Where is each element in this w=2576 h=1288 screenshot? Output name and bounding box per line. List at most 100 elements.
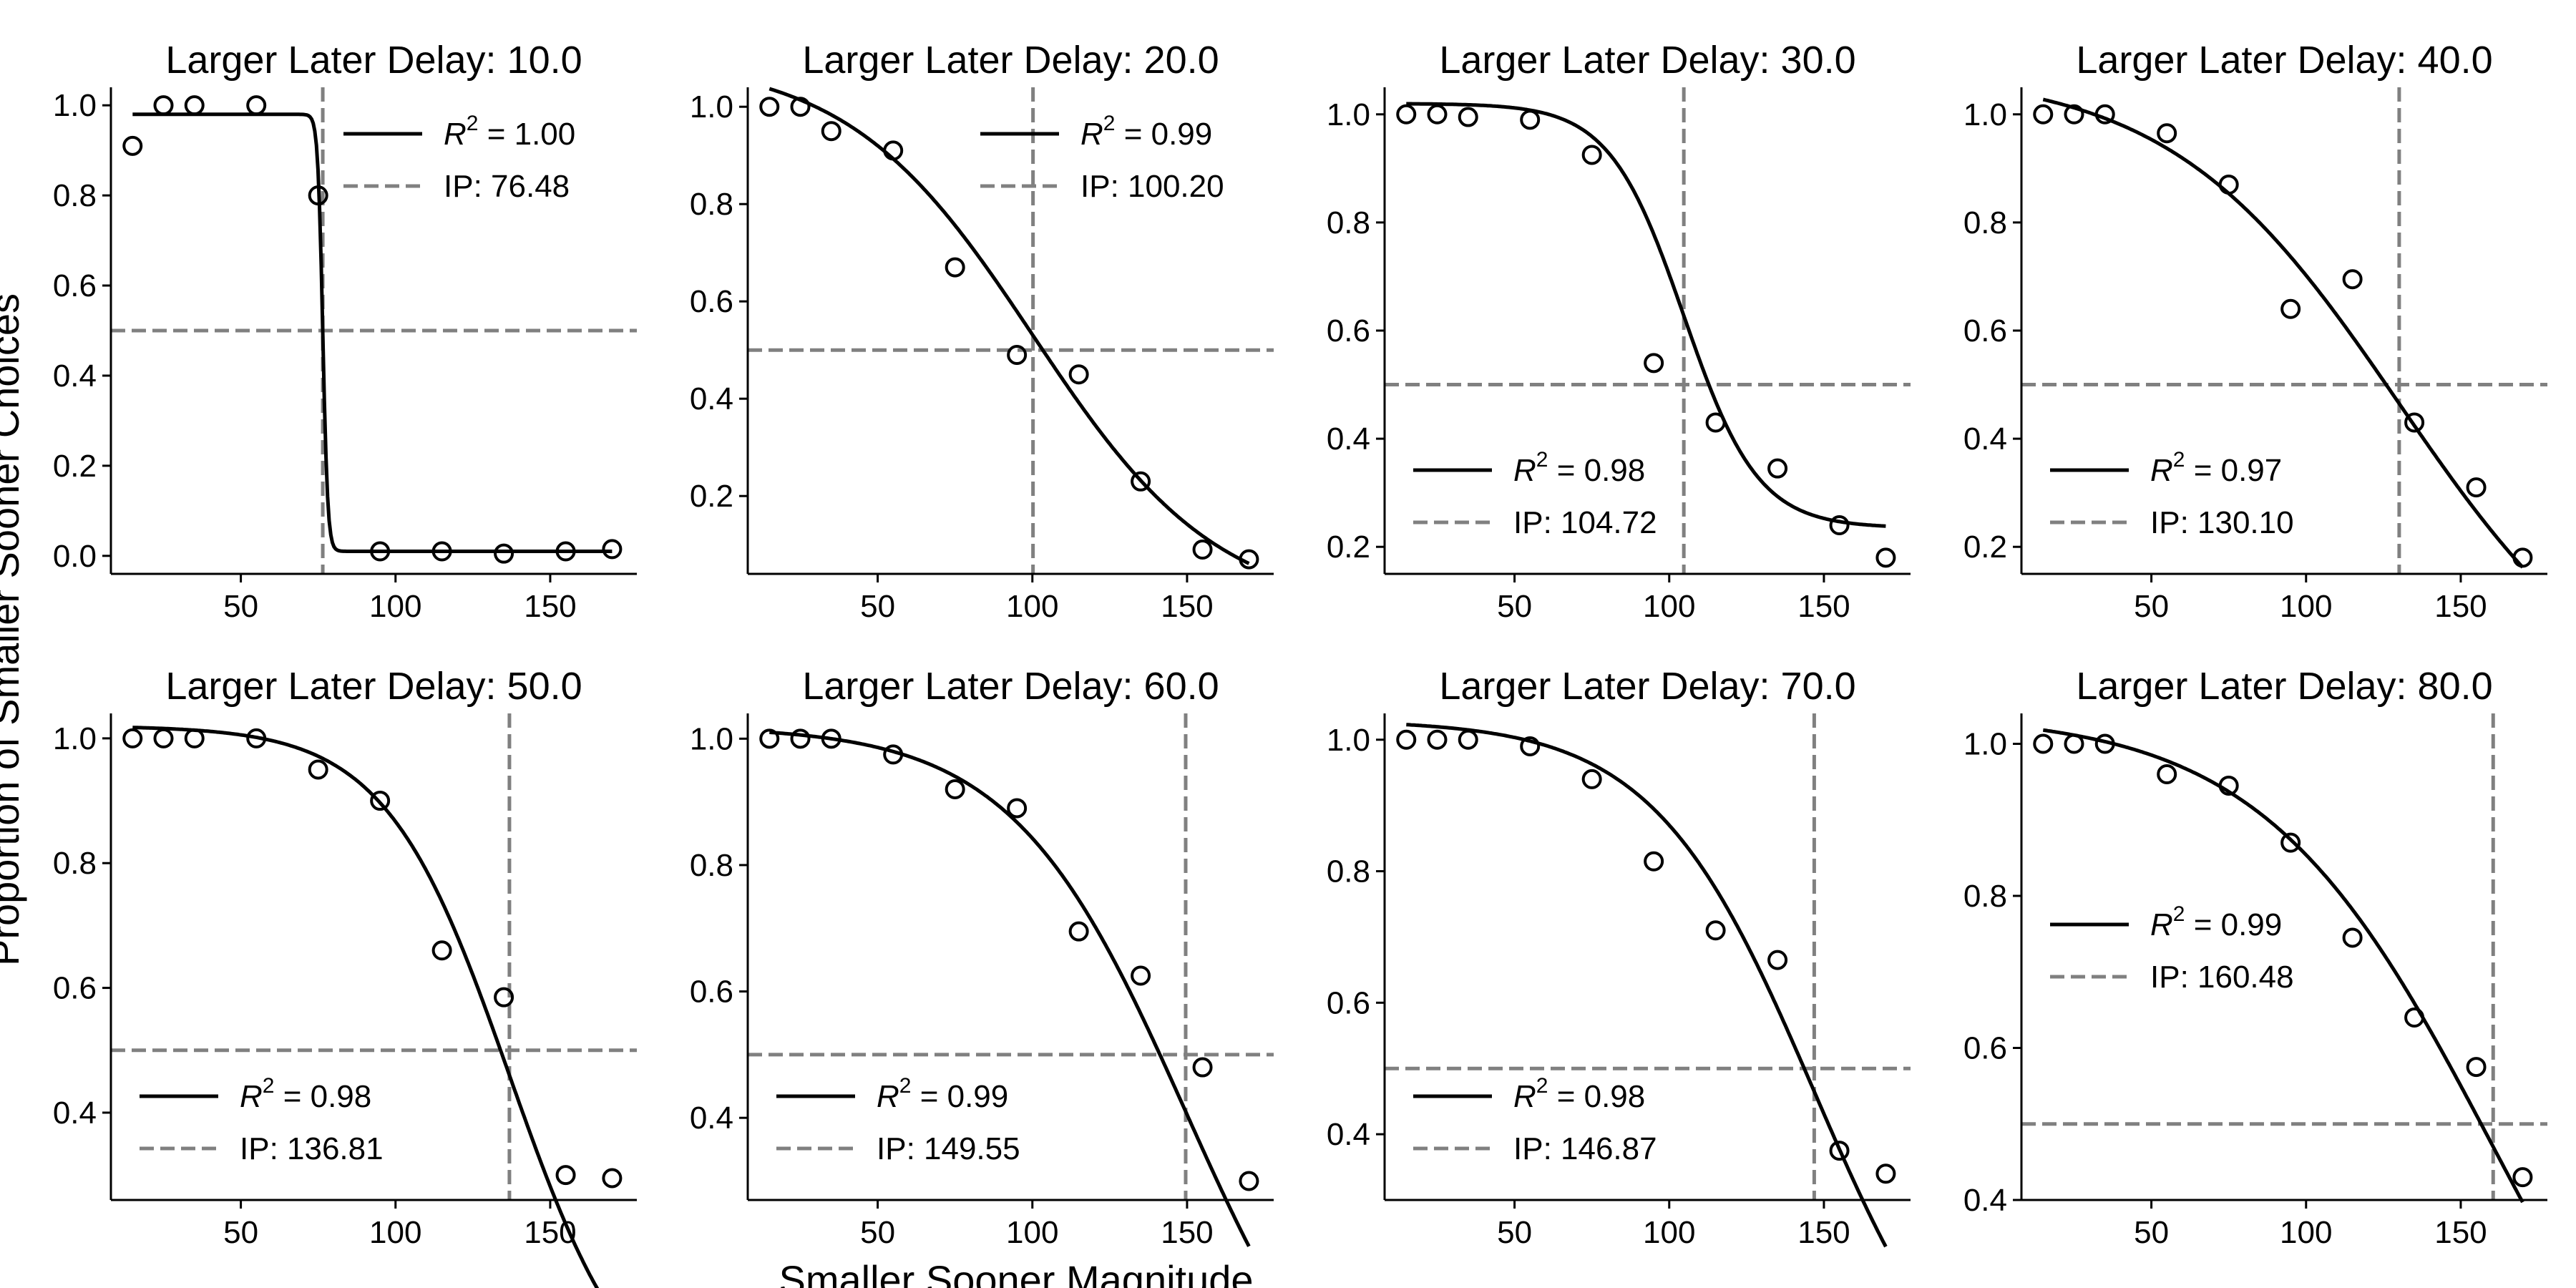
x-tick-label: 150 — [1161, 589, 1213, 624]
data-point — [883, 140, 904, 161]
panel-title: Larger Later Delay: 80.0 — [2076, 665, 2492, 708]
data-point — [308, 759, 328, 780]
legend-r2-label: R2 = 0.99 — [877, 1074, 1008, 1114]
fit-curve — [2042, 728, 2524, 1204]
x-tick-label: 150 — [524, 589, 576, 624]
x-tick-label: 150 — [524, 1215, 576, 1250]
y-tick-label: 0.8 — [1327, 854, 1370, 889]
x-tick-label: 100 — [1643, 589, 1695, 624]
y-tick-label: 0.8 — [53, 846, 97, 881]
y-tick-label: 0.4 — [1963, 421, 2007, 457]
data-point — [2157, 764, 2177, 784]
y-tick-label: 0.6 — [1327, 985, 1370, 1020]
panels-group: Larger Later Delay: 10.0 0.0 0.2 0.4 0.6 0.8 1… — [53, 39, 2547, 1288]
legend-ip-label: IP: 149.55 — [877, 1131, 1020, 1166]
x-tick-label: 50 — [223, 1215, 258, 1250]
data-point — [790, 728, 811, 749]
y-tick-label: 0.2 — [1963, 530, 2007, 565]
x-tick-label: 50 — [860, 1215, 895, 1250]
data-point — [2404, 412, 2425, 433]
x-tick-label: 100 — [369, 1215, 421, 1250]
data-point — [2064, 733, 2084, 754]
y-tick-label: 0.4 — [1327, 1117, 1370, 1152]
data-point — [1192, 540, 1213, 560]
panel-title: Larger Later Delay: 40.0 — [2076, 39, 2492, 82]
data-point — [2466, 1057, 2487, 1078]
panel-title: Larger Later Delay: 70.0 — [1439, 665, 1855, 708]
data-point — [1068, 921, 1089, 942]
legend: R2 = 0.98 IP: 136.81 — [140, 1074, 384, 1166]
data-point — [759, 97, 780, 117]
data-point — [1458, 729, 1478, 750]
legend-r2-value: = 0.97 — [2185, 453, 2282, 488]
data-point — [883, 744, 904, 765]
fit-curve — [2042, 97, 2524, 569]
data-point — [821, 728, 841, 749]
data-point — [1068, 364, 1089, 385]
data-point — [431, 541, 452, 562]
y-tick-label: 1.0 — [1963, 727, 2007, 762]
data-point — [184, 728, 205, 748]
y-tick-label: 1.0 — [53, 88, 97, 123]
x-tick-label: 100 — [369, 589, 421, 624]
panel-5: Larger Later Delay: 50.0 0.4 0.6 0.8 1.0 50 10… — [53, 665, 637, 1288]
x-tick-label: 50 — [1497, 589, 1532, 624]
x-tick-label: 100 — [1006, 589, 1058, 624]
y-tick-label: 0.2 — [1327, 530, 1370, 565]
legend-r2-label: R2 = 1.00 — [444, 112, 575, 152]
data-point — [2094, 104, 2115, 125]
x-tick-label: 100 — [1006, 1215, 1058, 1250]
data-point — [1239, 549, 1259, 570]
data-point — [1520, 736, 1541, 756]
data-point — [1239, 1171, 1259, 1191]
data-point — [184, 95, 205, 116]
panel-title: Larger Later Delay: 10.0 — [165, 39, 582, 82]
x-tick-label: 150 — [1797, 589, 1850, 624]
legend-r2-value: = 0.99 — [911, 1079, 1008, 1114]
fit-curve — [132, 726, 600, 1288]
data-point — [2218, 775, 2239, 796]
y-tick-label: 0.4 — [53, 358, 97, 394]
data-point — [759, 728, 780, 749]
data-point — [2157, 123, 2177, 144]
legend-r2-label: R2 = 0.98 — [1513, 448, 1645, 488]
data-point — [790, 97, 811, 117]
data-point — [2512, 1167, 2533, 1188]
legend-ip-label: IP: 76.48 — [444, 169, 570, 204]
legend-ip-label: IP: 160.48 — [2150, 960, 2294, 995]
panel-7: Larger Later Delay: 70.0 0.4 0.6 0.8 1.0 50 10… — [1327, 665, 1911, 1250]
legend-r2-value: = 0.98 — [1548, 453, 1645, 488]
y-tick-label: 0.2 — [690, 479, 733, 514]
y-tick-label: 0.8 — [1963, 879, 2007, 914]
x-tick-label: 150 — [2434, 1215, 2487, 1250]
legend: R2 = 0.99 IP: 160.48 — [2050, 902, 2294, 995]
panel-title: Larger Later Delay: 50.0 — [165, 665, 582, 708]
data-point — [370, 791, 391, 811]
panel-6: Larger Later Delay: 60.0 0.4 0.6 0.8 1.0 50 10… — [690, 665, 1274, 1250]
legend-r2-label: R2 = 0.98 — [1513, 1074, 1645, 1114]
y-tick-label: 0.6 — [690, 975, 733, 1010]
legend-ip-label: IP: 130.10 — [2150, 505, 2294, 540]
x-tick-label: 100 — [2280, 589, 2332, 624]
data-point — [2342, 269, 2363, 290]
data-point — [1829, 515, 1850, 535]
y-tick-label: 0.8 — [1963, 205, 2007, 240]
x-tick-label: 50 — [860, 589, 895, 624]
data-point — [1875, 1163, 1896, 1184]
data-point — [1767, 458, 1788, 479]
data-point — [555, 1165, 576, 1186]
data-point — [1767, 950, 1788, 970]
data-point — [2033, 104, 2054, 125]
y-tick-label: 1.0 — [53, 721, 97, 756]
fit-curve — [769, 730, 1251, 1247]
legend-r2-value: = 1.00 — [478, 117, 575, 152]
data-point — [821, 121, 841, 142]
legend: R2 = 0.99 IP: 149.55 — [776, 1074, 1020, 1166]
fit-curve — [1406, 723, 1888, 1248]
legend: R2 = 0.99 IP: 100.20 — [980, 112, 1224, 204]
panel-title: Larger Later Delay: 20.0 — [802, 39, 1219, 82]
data-point — [2512, 547, 2533, 568]
legend-r2-label: R2 = 0.98 — [240, 1074, 371, 1114]
data-point — [555, 541, 576, 562]
panel-title: Larger Later Delay: 60.0 — [802, 665, 1219, 708]
